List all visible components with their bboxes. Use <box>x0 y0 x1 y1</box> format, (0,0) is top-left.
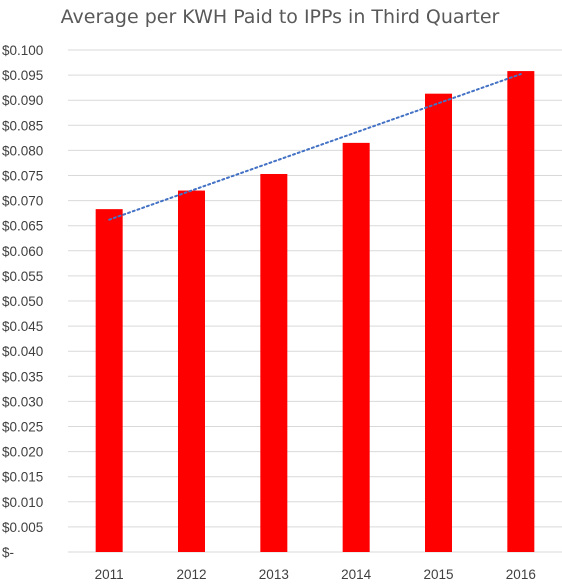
y-tick-label: $0.075 <box>2 169 43 184</box>
x-tick-label: 2013 <box>259 567 289 582</box>
trendline-path <box>108 73 522 221</box>
x-tick-label: 2015 <box>423 567 453 582</box>
y-tick-label: $0.085 <box>2 118 43 133</box>
y-tick-label: $0.020 <box>2 445 43 460</box>
bar <box>95 209 123 552</box>
chart-title: Average per KWH Paid to IPPs in Third Qu… <box>61 6 500 28</box>
y-tick-label: $0.045 <box>2 319 43 334</box>
y-tick-label: $0.095 <box>2 68 43 83</box>
x-tick-label: 2014 <box>341 567 372 582</box>
y-tick-label: $0.040 <box>2 344 43 359</box>
y-tick-label: $0.070 <box>2 194 43 209</box>
y-tick-label: $0.025 <box>2 420 43 435</box>
bar <box>260 173 288 552</box>
bar <box>425 93 452 552</box>
y-tick-label: $0.035 <box>2 369 43 384</box>
y-tick-label: $0.005 <box>2 520 43 535</box>
y-tick-label: $0.050 <box>2 294 43 309</box>
bars <box>95 71 535 553</box>
y-tick-label: $0.080 <box>2 143 43 158</box>
y-tick-label: $0.060 <box>2 244 43 259</box>
gridlines <box>68 49 562 553</box>
y-tick-label: $0.015 <box>2 470 43 485</box>
x-tick-label: 2016 <box>506 567 536 582</box>
trendline <box>108 73 522 221</box>
y-tick-label: $0.090 <box>2 93 43 108</box>
y-axis-ticks: $- $0.005 $0.010 $0.015 $0.020 $0.025 $0.030 $0… <box>2 43 43 560</box>
y-tick-label: $0.030 <box>2 394 43 409</box>
bar <box>342 142 370 552</box>
y-tick-label: $- <box>2 545 14 560</box>
x-tick-label: 2012 <box>176 567 206 582</box>
bar <box>178 190 205 552</box>
y-tick-label: $0.055 <box>2 269 43 284</box>
y-tick-label: $0.065 <box>2 219 43 234</box>
bar <box>507 71 535 553</box>
y-tick-label: $0.100 <box>2 43 43 58</box>
x-axis-ticks: 2011 2012 2013 2014 2015 2016 <box>95 567 536 582</box>
y-tick-label: $0.010 <box>2 495 43 510</box>
x-tick-label: 2011 <box>95 567 124 582</box>
